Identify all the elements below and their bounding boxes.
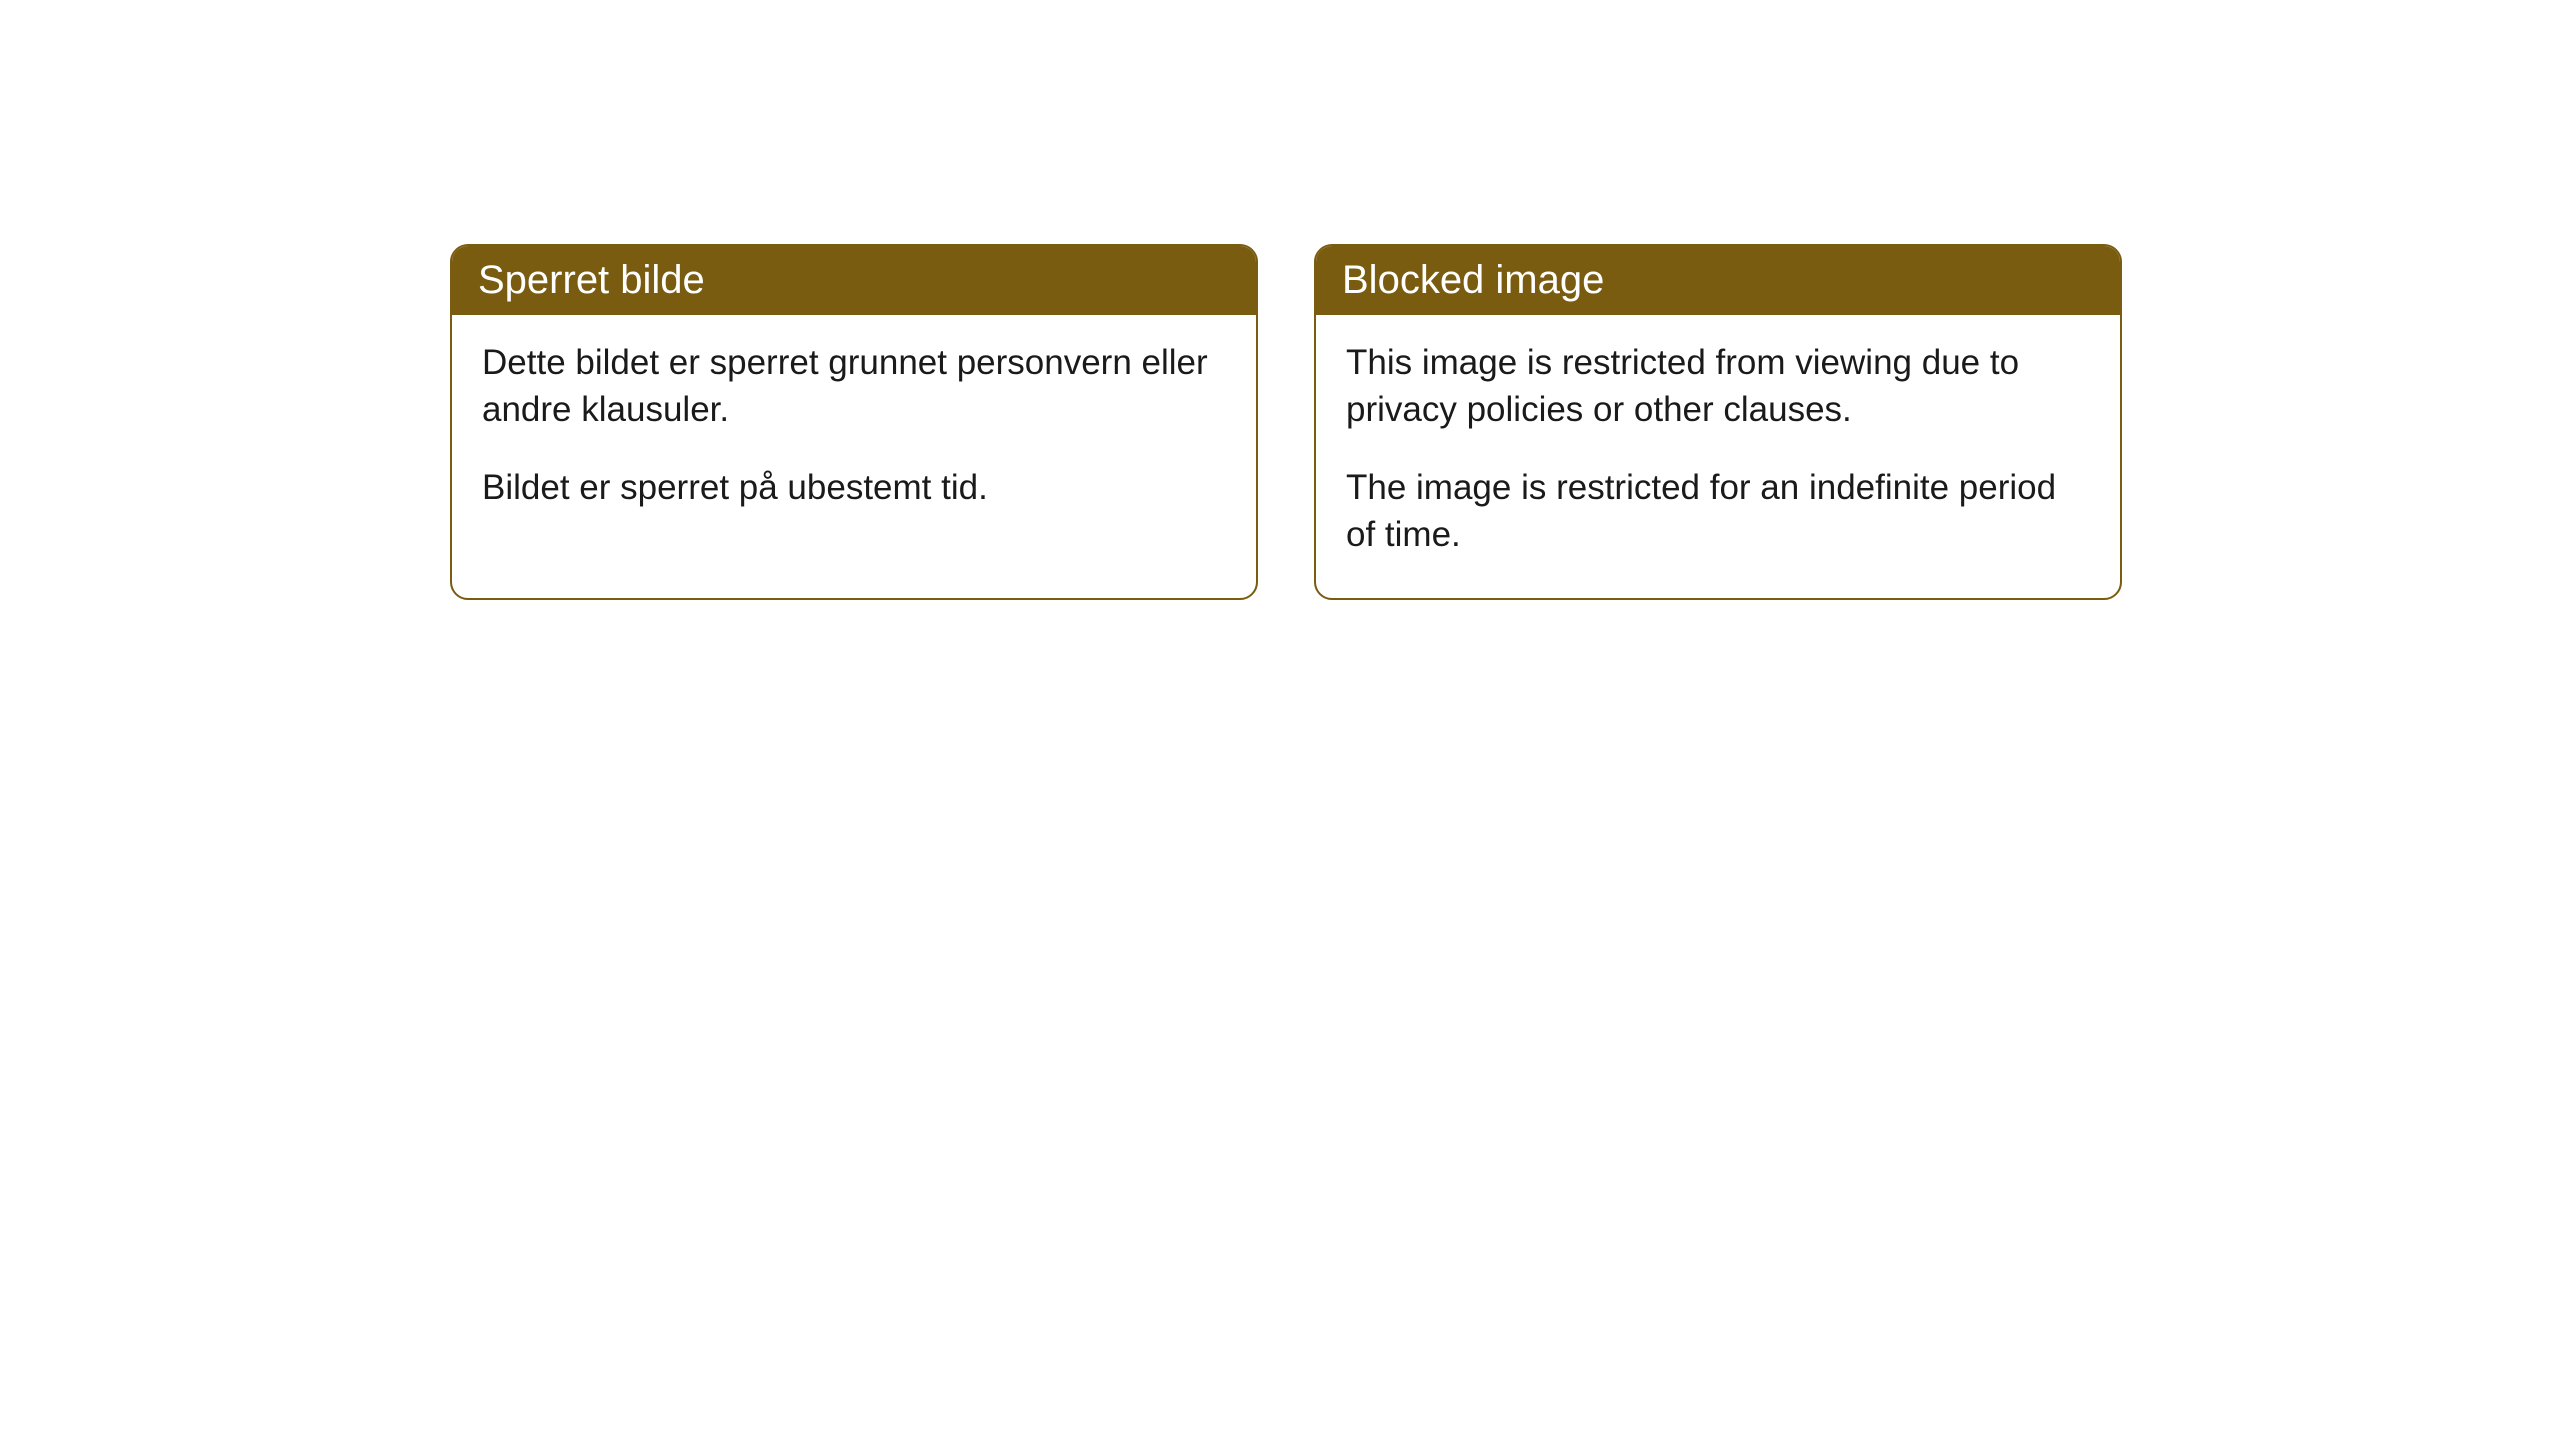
blocked-image-card-en: Blocked image This image is restricted f… <box>1314 244 2122 600</box>
card-en-paragraph-1: This image is restricted from viewing du… <box>1346 339 2090 434</box>
card-no-paragraph-2: Bildet er sperret på ubestemt tid. <box>482 464 1226 511</box>
card-no-paragraph-1: Dette bildet er sperret grunnet personve… <box>482 339 1226 434</box>
card-body-en: This image is restricted from viewing du… <box>1316 315 2120 598</box>
card-body-no: Dette bildet er sperret grunnet personve… <box>452 315 1256 551</box>
card-header-no: Sperret bilde <box>452 246 1256 315</box>
card-en-paragraph-2: The image is restricted for an indefinit… <box>1346 464 2090 559</box>
card-header-en: Blocked image <box>1316 246 2120 315</box>
blocked-image-card-no: Sperret bilde Dette bildet er sperret gr… <box>450 244 1258 600</box>
notice-cards-container: Sperret bilde Dette bildet er sperret gr… <box>450 244 2122 600</box>
